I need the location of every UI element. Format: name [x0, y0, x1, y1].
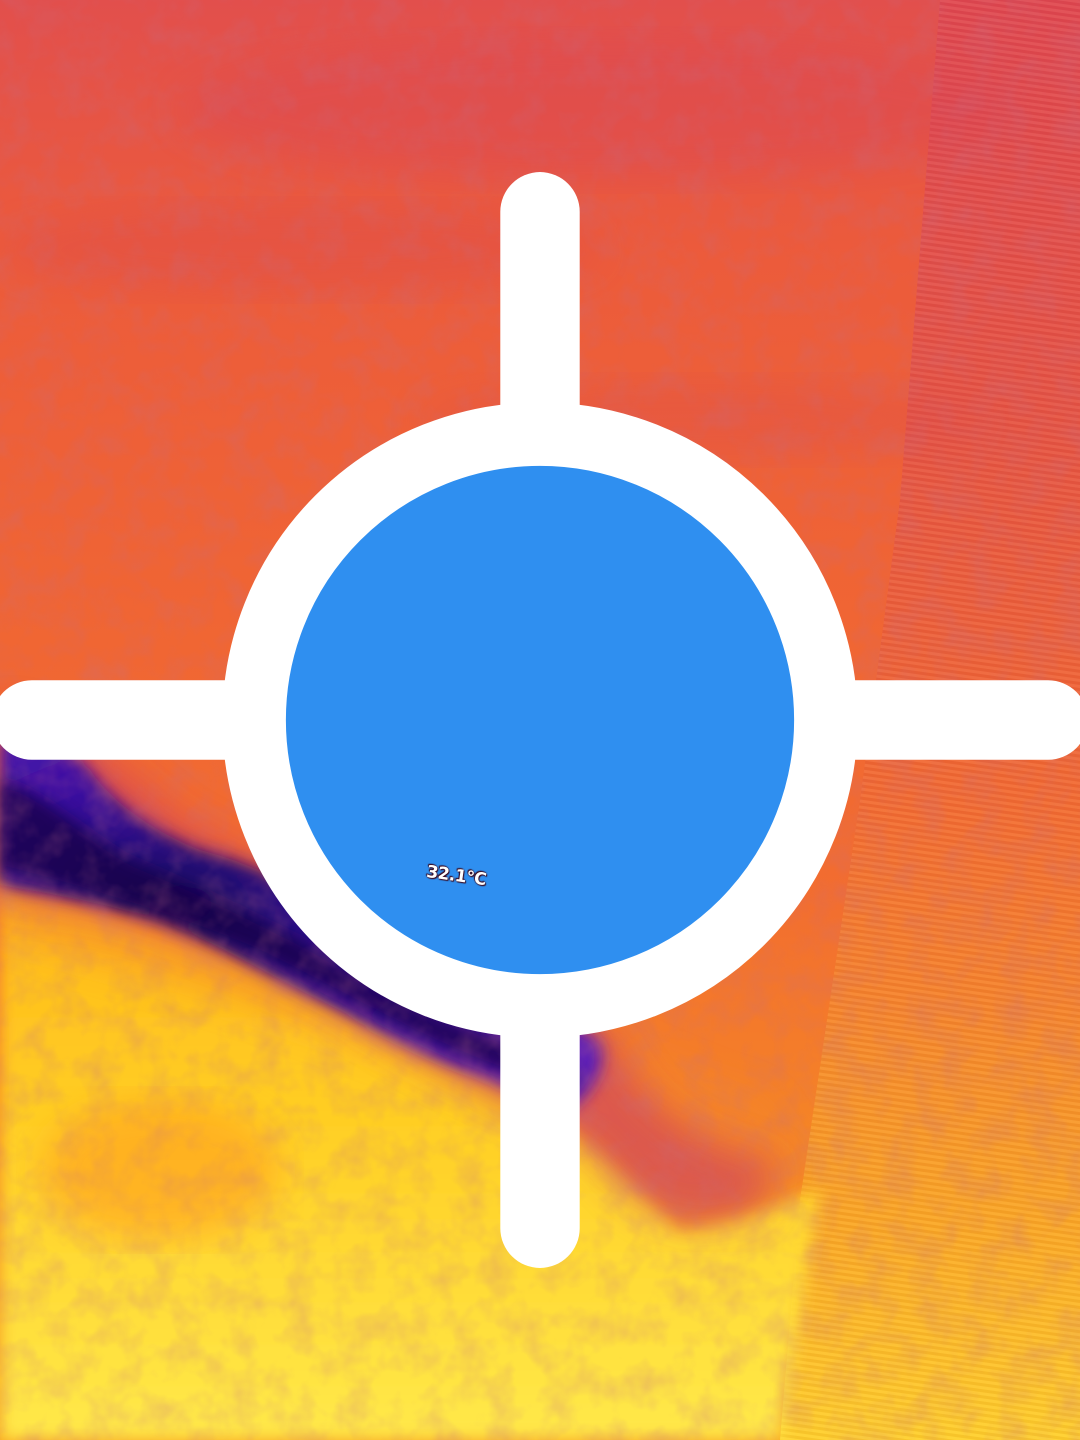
crosshair-icon — [0, 172, 1080, 1268]
thermal-image: 32.1°C — [0, 0, 1080, 1440]
thermal-scene — [0, 0, 1080, 1440]
